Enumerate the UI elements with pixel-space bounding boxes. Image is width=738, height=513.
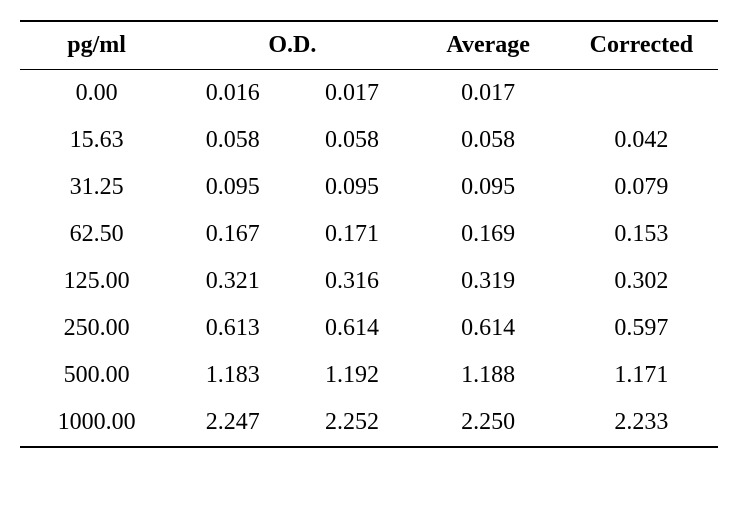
cell-corr: 2.233 <box>565 399 718 447</box>
cell-corr: 0.042 <box>565 117 718 164</box>
cell-corr <box>565 70 718 118</box>
cell-od1: 0.095 <box>173 164 292 211</box>
table-body: 0.00 0.016 0.017 0.017 15.63 0.058 0.058… <box>20 70 718 448</box>
cell-od1: 0.016 <box>173 70 292 118</box>
cell-corr: 0.153 <box>565 211 718 258</box>
cell-avg: 0.319 <box>412 258 565 305</box>
cell-od2: 0.171 <box>292 211 411 258</box>
table-row: 250.00 0.613 0.614 0.614 0.597 <box>20 305 718 352</box>
cell-od2: 0.017 <box>292 70 411 118</box>
cell-pg: 15.63 <box>20 117 173 164</box>
cell-corr: 1.171 <box>565 352 718 399</box>
cell-od1: 0.321 <box>173 258 292 305</box>
cell-od1: 2.247 <box>173 399 292 447</box>
cell-od2: 2.252 <box>292 399 411 447</box>
table-row: 1000.00 2.247 2.252 2.250 2.233 <box>20 399 718 447</box>
cell-pg: 31.25 <box>20 164 173 211</box>
cell-avg: 0.169 <box>412 211 565 258</box>
cell-avg: 0.614 <box>412 305 565 352</box>
cell-corr: 0.079 <box>565 164 718 211</box>
cell-od2: 0.614 <box>292 305 411 352</box>
table-row: 31.25 0.095 0.095 0.095 0.079 <box>20 164 718 211</box>
cell-od2: 1.192 <box>292 352 411 399</box>
cell-pg: 62.50 <box>20 211 173 258</box>
cell-avg: 0.058 <box>412 117 565 164</box>
cell-avg: 0.095 <box>412 164 565 211</box>
cell-od2: 0.058 <box>292 117 411 164</box>
col-header-od: O.D. <box>173 21 411 70</box>
col-header-pg: pg/ml <box>20 21 173 70</box>
cell-avg: 0.017 <box>412 70 565 118</box>
table-header-row: pg/ml O.D. Average Corrected <box>20 21 718 70</box>
cell-pg: 500.00 <box>20 352 173 399</box>
table-row: 15.63 0.058 0.058 0.058 0.042 <box>20 117 718 164</box>
cell-od1: 0.058 <box>173 117 292 164</box>
cell-avg: 1.188 <box>412 352 565 399</box>
cell-avg: 2.250 <box>412 399 565 447</box>
cell-corr: 0.302 <box>565 258 718 305</box>
cell-pg: 125.00 <box>20 258 173 305</box>
cell-od1: 0.613 <box>173 305 292 352</box>
cell-pg: 250.00 <box>20 305 173 352</box>
cell-od1: 0.167 <box>173 211 292 258</box>
table-row: 125.00 0.321 0.316 0.319 0.302 <box>20 258 718 305</box>
cell-od1: 1.183 <box>173 352 292 399</box>
cell-corr: 0.597 <box>565 305 718 352</box>
table-row: 62.50 0.167 0.171 0.169 0.153 <box>20 211 718 258</box>
cell-pg: 1000.00 <box>20 399 173 447</box>
table-row: 500.00 1.183 1.192 1.188 1.171 <box>20 352 718 399</box>
col-header-average: Average <box>412 21 565 70</box>
cell-od2: 0.316 <box>292 258 411 305</box>
cell-od2: 0.095 <box>292 164 411 211</box>
col-header-corrected: Corrected <box>565 21 718 70</box>
data-table: pg/ml O.D. Average Corrected 0.00 0.016 … <box>20 20 718 448</box>
cell-pg: 0.00 <box>20 70 173 118</box>
table-row: 0.00 0.016 0.017 0.017 <box>20 70 718 118</box>
